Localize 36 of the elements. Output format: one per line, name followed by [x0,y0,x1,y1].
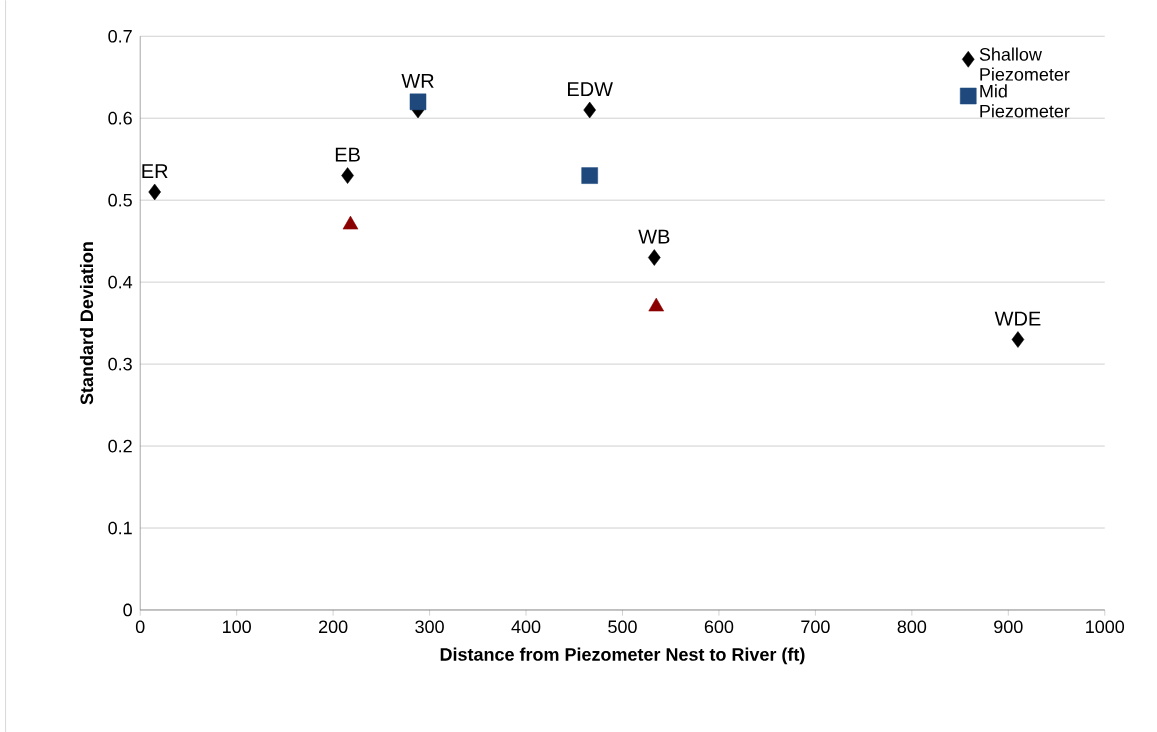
annotation: WR [401,73,434,88]
y-tick-label: 0.1 [108,521,132,535]
point [409,93,427,110]
x-tick-label: 800 [897,620,927,634]
annotation: EDW [568,82,613,96]
point [1011,331,1025,348]
annotation: ER [142,164,168,178]
x-tick-label: 400 [511,620,541,634]
x-axis-title: Distance from Piezometer Nest to River (ft) [440,647,805,665]
x-tick-label: 1000 [1086,620,1125,634]
x-tick-label: 600 [704,620,734,634]
x-tick-label: 900 [994,620,1023,634]
point [341,167,354,184]
annotation: WDE [994,311,1041,326]
legend-label: Mid Piezometer [980,84,1070,118]
annotation: WB [638,229,670,244]
x-tick-label: 200 [319,620,348,634]
x-tick-label: 0 [135,620,145,634]
point [581,167,598,184]
y-tick-label: 0.6 [108,111,132,125]
point [648,249,661,266]
point [583,101,596,119]
x-tick-label: 500 [608,620,637,634]
y-tick-label: 0 [123,603,132,617]
y-tick-label: 0.4 [108,275,133,289]
y-tick-label: 0.3 [108,357,132,371]
legend-label: Shallow Piezometer [979,47,1070,81]
x-tick-label: 700 [801,620,830,634]
annotation: EB [335,147,360,162]
x-tick-label: 300 [415,620,444,634]
y-tick-label: 0.5 [108,193,132,207]
y-tick-label: 0.7 [108,29,132,43]
x-tick-label: 100 [223,620,251,634]
y-axis-title: Standard Deviation [79,242,94,405]
point [148,183,161,201]
y-tick-label: 0.2 [108,439,132,453]
